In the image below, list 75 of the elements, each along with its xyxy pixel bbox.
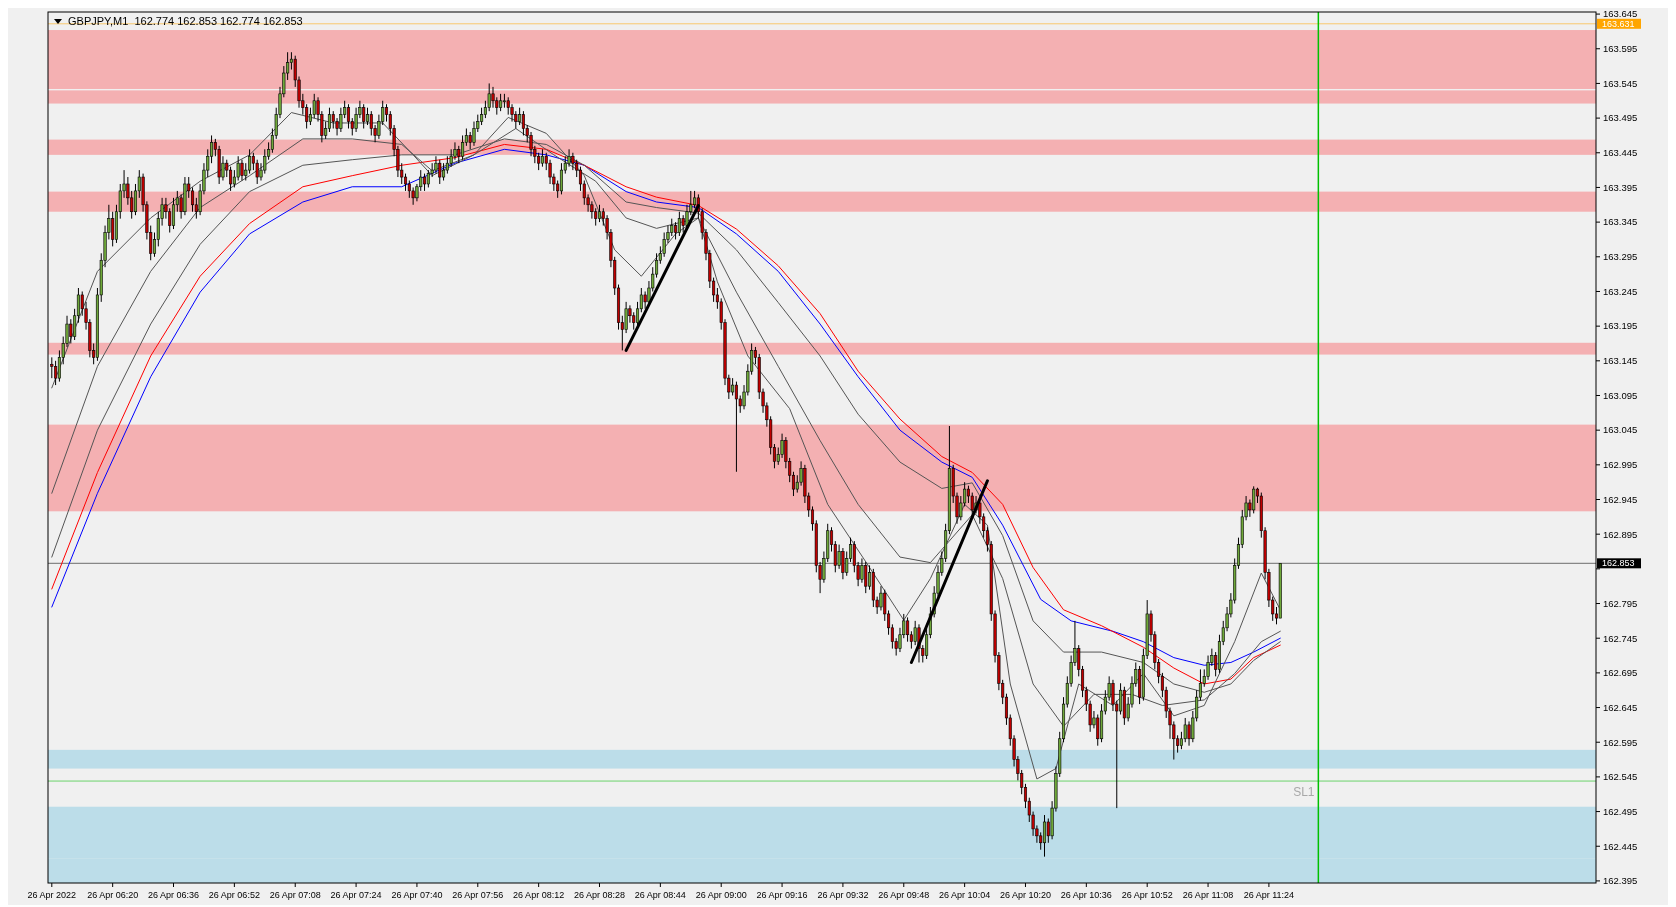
- x-tick-label: 26 Apr 07:40: [391, 890, 443, 900]
- ref-line-label: 162.853: [1602, 558, 1635, 569]
- y-tick-label: 163.295: [1603, 251, 1638, 263]
- candlestick: [438, 159, 442, 185]
- candlestick: [461, 134, 465, 161]
- x-tick-label: 26 Apr 09:48: [878, 890, 930, 900]
- x-tick-label: 26 Apr 09:32: [817, 890, 869, 900]
- candlestick: [559, 162, 563, 195]
- y-tick-label: 163.445: [1603, 147, 1638, 159]
- candlestick: [521, 110, 525, 136]
- x-tick-label: 26 Apr 06:20: [87, 890, 139, 900]
- y-tick-label: 162.795: [1603, 597, 1638, 609]
- y-tick-label: 162.545: [1603, 771, 1638, 783]
- y-tick-label: 163.595: [1603, 43, 1638, 55]
- candlestick: [69, 318, 73, 344]
- candlestick: [879, 585, 883, 611]
- y-tick-label: 162.995: [1603, 459, 1638, 471]
- annotation: SL1: [1293, 784, 1315, 799]
- x-tick-label: 26 Apr 06:36: [147, 890, 200, 900]
- x-tick-label: 26 Apr 06:52: [208, 890, 260, 900]
- x-tick-label: 26 Apr 08:12: [513, 890, 565, 900]
- y-tick-label: 162.495: [1603, 805, 1638, 817]
- candlestick: [913, 620, 917, 646]
- x-tick-label: 26 Apr 07:08: [269, 890, 321, 900]
- x-tick-label: 26 Apr 10:52: [1121, 890, 1173, 900]
- y-tick-label: 163.195: [1603, 320, 1638, 332]
- y-tick-label: 163.095: [1603, 389, 1638, 401]
- x-tick-label: 26 Apr 10:04: [939, 890, 991, 900]
- x-tick-label: 26 Apr 08:28: [573, 890, 626, 900]
- x-tick-label: 26 Apr 07:56: [452, 890, 504, 900]
- candlestick: [906, 616, 910, 643]
- x-tick-label: 26 Apr 07:24: [330, 890, 382, 900]
- y-tick-label: 162.895: [1603, 528, 1638, 540]
- candlestick: [1119, 682, 1123, 715]
- chart-title: GBPJPY,M1 162.774 162.853 162.774 162.853: [68, 15, 303, 27]
- x-tick-label: 26 Apr 2022: [27, 890, 77, 900]
- x-tick-label: 26 Apr 09:16: [756, 890, 808, 900]
- x-tick-label: 26 Apr 11:24: [1243, 890, 1295, 900]
- x-tick-label: 26 Apr 10:36: [1060, 890, 1112, 900]
- x-tick-label: 26 Apr 08:44: [634, 890, 686, 900]
- y-tick-label: 163.345: [1603, 216, 1638, 228]
- candlestick: [240, 159, 244, 182]
- candlestick: [191, 186, 195, 213]
- candlestick: [327, 107, 331, 133]
- y-tick-label: 163.245: [1603, 285, 1638, 297]
- candlestick: [837, 544, 841, 570]
- x-tick-label: 26 Apr 11:08: [1182, 890, 1234, 900]
- candlestick: [1096, 713, 1100, 747]
- candlestick: [677, 211, 681, 237]
- candlestick: [171, 197, 176, 230]
- candlestick: [643, 290, 647, 310]
- y-tick-label: 162.595: [1603, 736, 1638, 748]
- y-tick-label: 162.445: [1603, 840, 1638, 852]
- y-tick-label: 163.395: [1603, 181, 1638, 193]
- y-tick-label: 162.395: [1603, 875, 1638, 887]
- y-tick-label: 163.645: [1603, 8, 1638, 20]
- candlestick: [841, 547, 845, 580]
- candlestick: [1187, 720, 1191, 747]
- ref-line-label: 163.631: [1602, 18, 1635, 29]
- y-tick-label: 163.045: [1603, 424, 1638, 436]
- x-tick-label: 26 Apr 09:00: [695, 890, 747, 900]
- y-tick-label: 163.145: [1603, 355, 1638, 367]
- candlestick: [346, 103, 351, 129]
- candlestick: [734, 381, 738, 473]
- candlestick: [434, 155, 438, 175]
- y-tick-label: 162.695: [1603, 667, 1638, 679]
- y-tick-label: 162.645: [1603, 701, 1638, 713]
- candlestick: [864, 561, 868, 594]
- x-tick-label: 26 Apr 10:20: [999, 890, 1052, 900]
- y-tick-label: 162.745: [1603, 632, 1638, 644]
- candlestick: [54, 360, 58, 386]
- y-tick-label: 163.495: [1603, 112, 1638, 124]
- y-tick-label: 162.945: [1603, 493, 1638, 505]
- candlestick: [860, 557, 864, 584]
- y-tick-label: 163.545: [1603, 77, 1638, 89]
